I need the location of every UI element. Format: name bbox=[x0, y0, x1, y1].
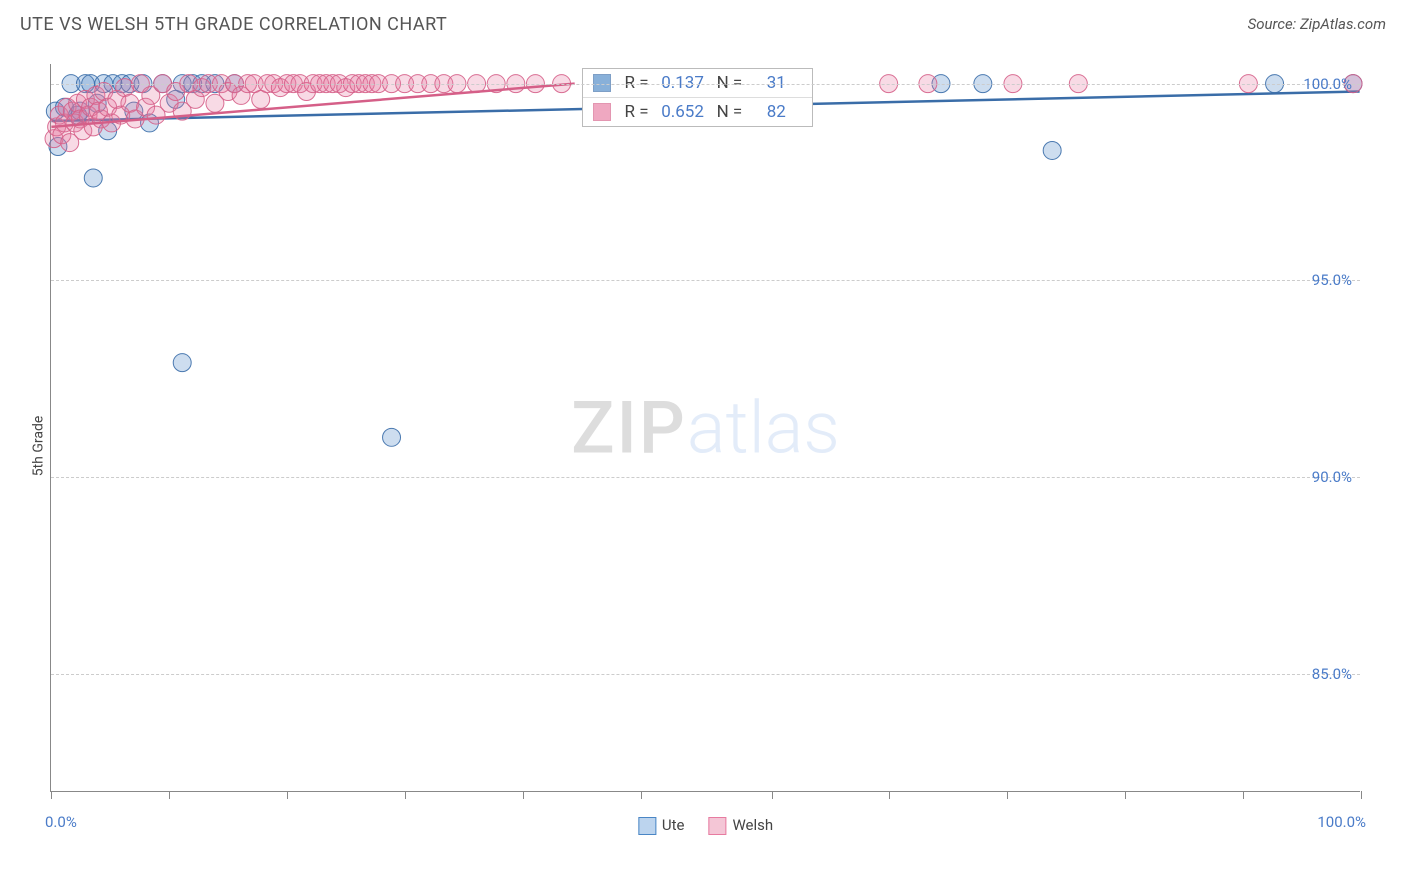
x-tick bbox=[772, 791, 773, 799]
x-tick bbox=[523, 791, 524, 799]
data-point bbox=[1043, 141, 1061, 159]
chart-title: UTE VS WELSH 5TH GRADE CORRELATION CHART bbox=[20, 14, 447, 35]
y-tick-label: 100.0% bbox=[1303, 75, 1352, 93]
data-point bbox=[84, 169, 102, 187]
legend-label: Ute bbox=[662, 816, 685, 834]
legend-swatch bbox=[638, 817, 656, 835]
stat-value-n: 82 bbox=[750, 102, 802, 122]
x-axis-max-label: 100.0% bbox=[1317, 813, 1366, 831]
chart-header: UTE VS WELSH 5TH GRADE CORRELATION CHART… bbox=[0, 0, 1406, 48]
legend-item: Welsh bbox=[708, 816, 773, 835]
y-tick-label: 95.0% bbox=[1312, 271, 1352, 289]
y-tick-label: 90.0% bbox=[1312, 468, 1352, 486]
gridline bbox=[51, 84, 1360, 85]
x-tick bbox=[889, 791, 890, 799]
x-tick bbox=[51, 791, 52, 799]
gridline bbox=[51, 280, 1360, 281]
stats-row: R = 0.652 N = 82 bbox=[583, 98, 813, 126]
stat-label-r: R = bbox=[625, 73, 649, 93]
gridline bbox=[51, 674, 1360, 675]
x-tick bbox=[1361, 791, 1362, 799]
x-tick bbox=[169, 791, 170, 799]
x-tick bbox=[641, 791, 642, 799]
legend-swatch bbox=[708, 817, 726, 835]
chart-source: Source: ZipAtlas.com bbox=[1248, 15, 1386, 33]
stat-label-r: R = bbox=[625, 102, 649, 122]
x-tick bbox=[287, 791, 288, 799]
x-tick bbox=[1243, 791, 1244, 799]
stat-value-n: 31 bbox=[750, 73, 802, 93]
stat-label-n: N = bbox=[717, 102, 743, 122]
x-tick bbox=[1007, 791, 1008, 799]
data-point bbox=[173, 354, 191, 372]
y-axis-label: 5th Grade bbox=[30, 416, 46, 477]
gridline bbox=[51, 477, 1360, 478]
stat-value-r: 0.652 bbox=[657, 102, 709, 122]
chart-legend: Ute Welsh bbox=[638, 816, 773, 835]
data-point bbox=[383, 428, 401, 446]
scatter-plot-svg bbox=[51, 64, 1360, 791]
legend-label: Welsh bbox=[732, 816, 773, 834]
legend-item: Ute bbox=[638, 816, 685, 835]
x-tick bbox=[1125, 791, 1126, 799]
correlation-stats-box: R = 0.137 N = 31 R = 0.652 N = 82 bbox=[582, 68, 814, 127]
stat-label-n: N = bbox=[717, 73, 743, 93]
x-tick bbox=[405, 791, 406, 799]
chart-plot-area: ZIPatlas R =0.137N =31R =0.652N =82 0.0%… bbox=[50, 64, 1360, 792]
stats-swatch bbox=[593, 103, 611, 121]
stat-value-r: 0.137 bbox=[657, 73, 709, 93]
y-tick-label: 85.0% bbox=[1312, 665, 1352, 683]
stats-swatch bbox=[593, 74, 611, 92]
x-axis-min-label: 0.0% bbox=[45, 813, 77, 831]
